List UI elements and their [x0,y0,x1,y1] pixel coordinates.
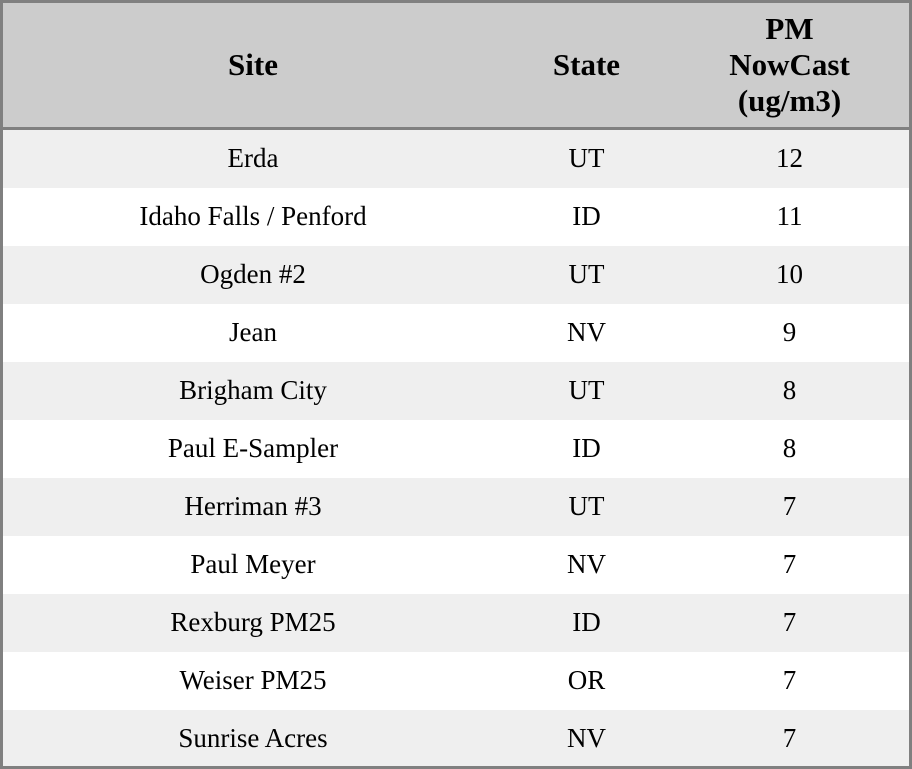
cell-pm: 7 [670,536,909,594]
column-header-site[interactable]: Site [3,3,503,130]
table-body: Erda UT 12 Idaho Falls / Penford ID 11 O… [3,128,909,766]
pm-nowcast-table: Site State PM NowCast (ug/m3) Erda UT 12… [3,3,909,766]
column-header-pm-nowcast[interactable]: PM NowCast (ug/m3) [670,3,909,130]
table-row: Erda UT 12 [3,128,909,188]
table-row: Idaho Falls / Penford ID 11 [3,188,909,246]
cell-site: Erda [3,128,503,188]
cell-site: Brigham City [3,362,503,420]
cell-site: Rexburg PM25 [3,594,503,652]
cell-state: UT [503,478,670,536]
table-row: Sunrise Acres NV 7 [3,710,909,766]
cell-site: Ogden #2 [3,246,503,304]
cell-site: Idaho Falls / Penford [3,188,503,246]
table-header: Site State PM NowCast (ug/m3) [3,3,909,130]
cell-pm: 10 [670,246,909,304]
table-row: Paul E-Sampler ID 8 [3,420,909,478]
cell-pm: 11 [670,188,909,246]
cell-pm: 7 [670,710,909,766]
cell-pm: 7 [670,594,909,652]
cell-state: NV [503,304,670,362]
cell-pm: 9 [670,304,909,362]
cell-state: ID [503,420,670,478]
cell-pm: 8 [670,362,909,420]
cell-pm: 8 [670,420,909,478]
cell-state: ID [503,188,670,246]
column-header-state[interactable]: State [503,3,670,130]
cell-state: NV [503,536,670,594]
cell-site: Paul E-Sampler [3,420,503,478]
table-row: Brigham City UT 8 [3,362,909,420]
cell-site: Sunrise Acres [3,710,503,766]
cell-pm: 7 [670,478,909,536]
cell-site: Jean [3,304,503,362]
cell-site: Paul Meyer [3,536,503,594]
cell-site: Weiser PM25 [3,652,503,710]
cell-state: ID [503,594,670,652]
table-header-row: Site State PM NowCast (ug/m3) [3,3,909,130]
table-row: Paul Meyer NV 7 [3,536,909,594]
cell-state: NV [503,710,670,766]
table-row: Jean NV 9 [3,304,909,362]
table-row: Ogden #2 UT 10 [3,246,909,304]
cell-pm: 12 [670,128,909,188]
cell-state: UT [503,246,670,304]
table-row: Weiser PM25 OR 7 [3,652,909,710]
table-row: Rexburg PM25 ID 7 [3,594,909,652]
cell-state: UT [503,128,670,188]
cell-state: OR [503,652,670,710]
cell-state: UT [503,362,670,420]
cell-pm: 7 [670,652,909,710]
table-row: Herriman #3 UT 7 [3,478,909,536]
cell-site: Herriman #3 [3,478,503,536]
